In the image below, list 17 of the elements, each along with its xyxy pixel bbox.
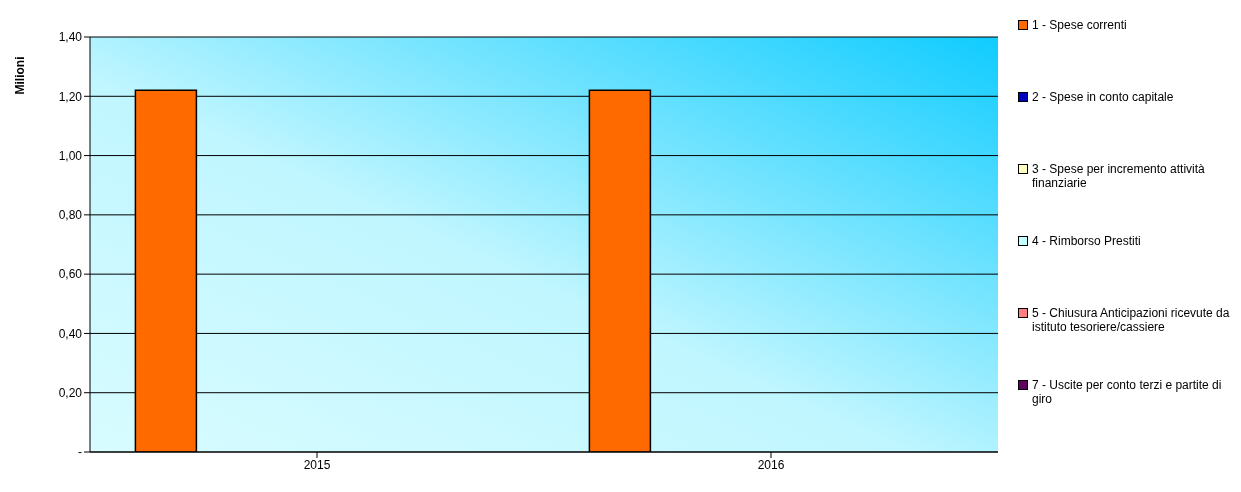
y-tick-label: 0,60: [58, 267, 83, 282]
y-tick-label: 1,20: [58, 89, 83, 104]
y-tick-label: 0,80: [58, 208, 83, 223]
legend-label: 2 - Spese in conto capitale: [1032, 90, 1174, 104]
x-tick-label: 2015: [303, 457, 331, 472]
y-tick-label: 0,40: [58, 326, 83, 341]
legend-label: 4 - Rimborso Prestiti: [1032, 234, 1141, 248]
y-tick-label: -: [78, 445, 82, 460]
legend-label: 5 - Chiusura Anticipazioni ricevute da istituto tesoriere/cassiere: [1032, 306, 1231, 334]
y-tick-label: 0,20: [58, 385, 83, 400]
legend-label: 7 - Uscite per conto terzi e partite di giro: [1032, 378, 1223, 406]
x-tick-label: 2016: [757, 457, 785, 472]
legend-label: 3 - Spese per incremento attività finanziarie: [1032, 162, 1206, 190]
y-tick-label: 1,40: [58, 30, 83, 45]
y-tick-label: 1,00: [58, 148, 83, 163]
legend-label: 1 - Spese correnti: [1032, 18, 1127, 32]
y-axis-title: Milioni: [13, 56, 28, 95]
